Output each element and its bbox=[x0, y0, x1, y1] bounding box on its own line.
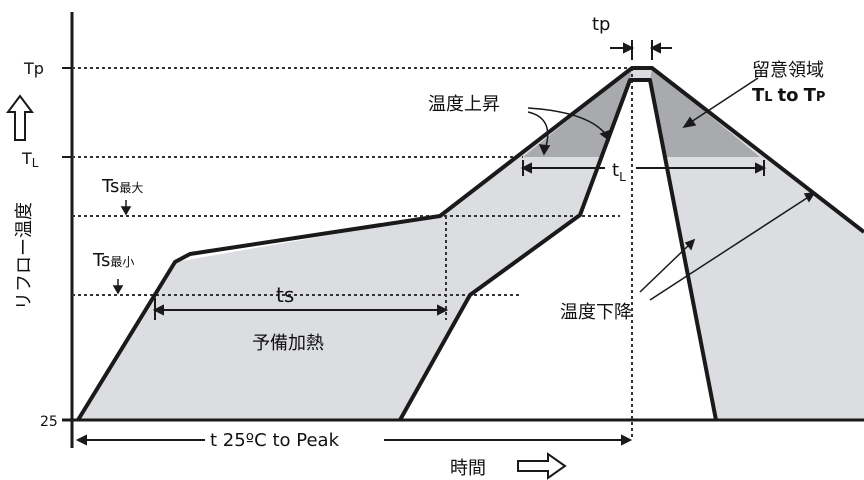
ramp-down-label: 温度下降 bbox=[560, 302, 632, 323]
y-axis-label: リフロー温度 bbox=[14, 202, 35, 310]
t25-to-peak-label: t 25ºC to Peak bbox=[210, 430, 340, 451]
ts-arrow-right-head bbox=[437, 304, 449, 316]
tl-label: tL bbox=[612, 160, 626, 184]
attention-callout-arrowhead bbox=[682, 116, 697, 129]
ts-max-label: Ts最大 bbox=[101, 176, 143, 197]
ramp-down-callout-arrow-1 bbox=[639, 243, 691, 293]
preheat-label: 予備加熱 bbox=[252, 333, 324, 354]
ramp-up-callout-arrowhead-2 bbox=[599, 129, 610, 142]
tp-arrow-left-head bbox=[623, 42, 635, 54]
t25-arrow-right-head bbox=[621, 434, 633, 446]
ts-arrow-left-head bbox=[152, 304, 164, 316]
ts-min-arrow-head bbox=[112, 285, 124, 295]
ts-max-arrow-head bbox=[120, 206, 132, 216]
attention-callout-arrow bbox=[687, 77, 759, 125]
x-axis-label: 時間 bbox=[450, 458, 486, 479]
tp-label: tp bbox=[592, 14, 610, 35]
attention-range-label: TL to TP bbox=[752, 85, 825, 106]
tl-arrow-left-head bbox=[520, 162, 532, 174]
tp-arrow-right-head bbox=[649, 42, 661, 54]
y-axis-up-arrow-icon bbox=[6, 94, 34, 141]
ramp-up-callout-arrowhead-1 bbox=[538, 144, 551, 156]
tl-arrow-right-head bbox=[755, 162, 767, 174]
attention-title: 留意領域 bbox=[752, 60, 824, 81]
profile-envelope bbox=[78, 68, 864, 420]
ramp-up-callout-arrow-1 bbox=[527, 111, 549, 151]
tick-label-25: 25 bbox=[40, 414, 58, 430]
ramp-down-callout-arrowhead-1 bbox=[684, 238, 696, 251]
x-axis-right-arrow-icon bbox=[517, 452, 567, 480]
ts-label: ts bbox=[276, 283, 294, 307]
ramp-up-callout-arrow-2 bbox=[527, 107, 608, 137]
t25-arrow-left-head bbox=[75, 434, 87, 446]
ramp-down-callout-arrowhead-2 bbox=[803, 192, 816, 203]
tick-label-tl: TL bbox=[21, 149, 39, 170]
lower-profile-curve bbox=[398, 78, 718, 421]
ramp-up-label: 温度上昇 bbox=[428, 94, 500, 115]
upper-profile-curve bbox=[76, 66, 864, 422]
tick-label-tp: Tp bbox=[23, 59, 44, 78]
ts-min-label: Ts最小 bbox=[92, 250, 134, 271]
ramp-down-callout-arrow-2 bbox=[649, 195, 811, 301]
